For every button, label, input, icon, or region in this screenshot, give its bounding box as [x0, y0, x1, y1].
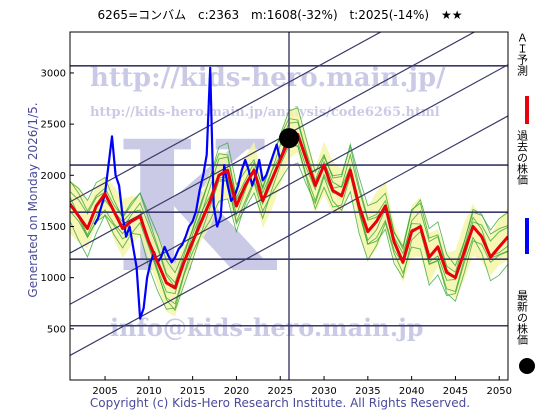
marker-layer	[279, 128, 299, 149]
current-price-marker	[279, 128, 299, 149]
x-tick-label: 2025	[268, 386, 293, 397]
x-tick-label: 2030	[311, 386, 336, 397]
watermark-url-analysis: http://kids-hero.main.jp/analysis/code62…	[90, 105, 440, 120]
watermark-url-main: http://kids-hero.main.jp/	[90, 63, 446, 93]
y-tick-layer: 500 1000 1500 2000 2500 3000	[41, 68, 74, 335]
legend-label: 過去の株価	[516, 130, 529, 185]
y-tick-label: 3000	[41, 68, 66, 79]
y-tick-label: 1500	[41, 222, 66, 233]
x-tick-label: 2005	[92, 386, 117, 397]
plot-frame	[69, 31, 509, 381]
x-tick-label: 2035	[355, 386, 380, 397]
y-tick-label: 2000	[41, 171, 66, 182]
y-tick-label: 1000	[41, 273, 66, 284]
title-current: c:2363	[197, 8, 240, 22]
x-tick-label: 2020	[224, 386, 249, 397]
watermark-email: info@kids-hero.main.jp	[110, 313, 424, 342]
chart-title: 6265=コンバム c:2363 m:1608(-32%) t:2025(-14…	[0, 6, 560, 23]
y-tick-label: 2500	[41, 120, 66, 131]
copyright-text: Copyright (c) Kids-Hero Research Institu…	[89, 396, 471, 410]
title-target: t:2025(-14%)	[349, 8, 430, 22]
generated-date-label: Generated on Monday 2026/1/5.	[26, 102, 40, 298]
legend-label: 最新の株価	[516, 290, 529, 345]
legend-label: ＡＩ予測	[516, 32, 529, 77]
level-line-layer	[70, 32, 508, 380]
y-tick-label: 500	[47, 324, 66, 335]
x-tick-layer: 2005 2010 2015 2020 2025 2030 2035 2040 2045 2050	[92, 376, 512, 397]
x-tick-label: 2050	[487, 386, 512, 397]
x-tick-label: 2015	[180, 386, 205, 397]
x-tick-label: 2045	[443, 386, 468, 397]
title-stock: 6265=コンバム	[97, 8, 187, 22]
x-tick-label: 2010	[136, 386, 161, 397]
title-mid: m:1608(-32%)	[250, 8, 338, 22]
x-tick-label: 2040	[399, 386, 424, 397]
legend-swatch	[519, 358, 535, 374]
title-stars: ★★	[440, 8, 463, 22]
